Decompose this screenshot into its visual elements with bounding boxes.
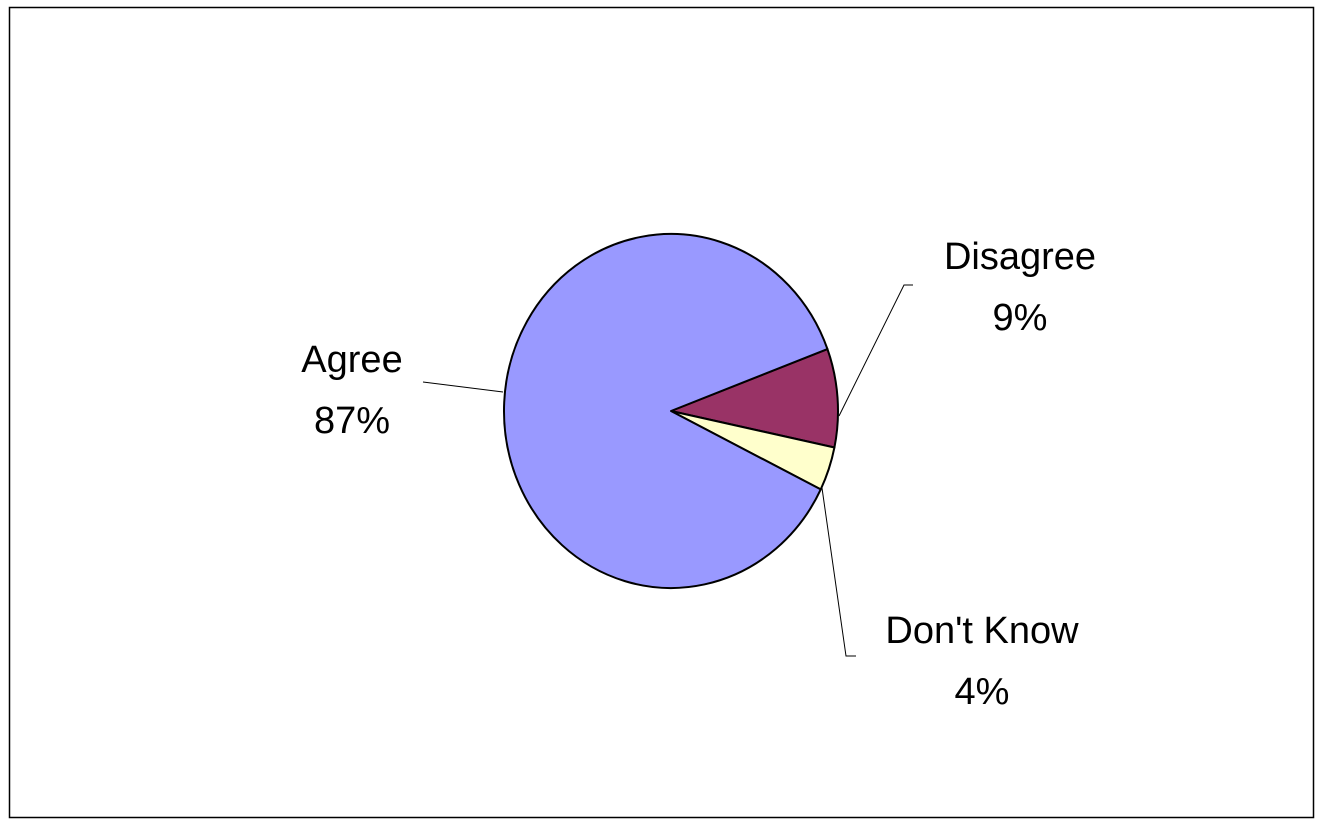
leader-lines xyxy=(422,284,913,657)
label-dontknow-category: Don't Know xyxy=(885,610,1079,652)
leader-line-dontknow xyxy=(821,487,856,657)
label-dontknow-value: 4% xyxy=(955,671,1010,713)
label-agree-value: 87% xyxy=(314,400,390,442)
leader-line-agree xyxy=(422,381,504,393)
slice-agree xyxy=(503,233,829,589)
label-disagree-category: Disagree xyxy=(944,236,1096,278)
slice-disagree xyxy=(670,348,839,449)
pie-slices xyxy=(503,233,839,589)
leader-line-disagree xyxy=(838,284,913,417)
label-disagree-value: 9% xyxy=(993,297,1048,339)
label-agree-category: Agree xyxy=(301,339,402,381)
